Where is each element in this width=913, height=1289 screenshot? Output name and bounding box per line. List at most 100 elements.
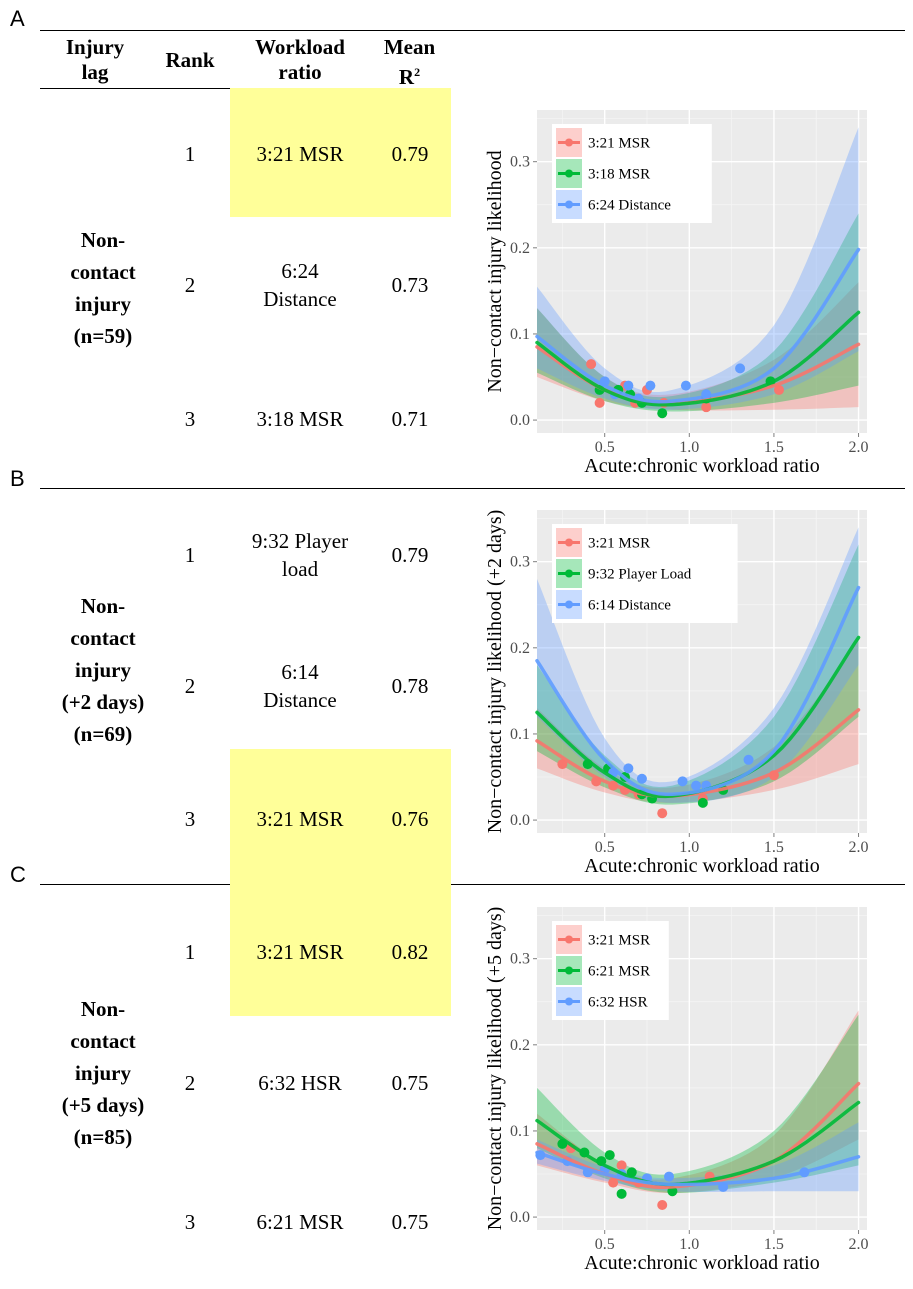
fit-line-1	[535, 1081, 861, 1190]
x-tick-label: 1.5	[764, 1236, 784, 1253]
legend-key-point	[565, 169, 573, 178]
r2-c2: 0.75	[391, 1071, 429, 1095]
x-tick-label: 1.0	[679, 839, 699, 856]
y-tick-label: 0.2	[510, 240, 530, 257]
x-tick-label: 1.0	[679, 1236, 699, 1253]
x-axis-title: Acute:chronic workload ratio	[584, 455, 819, 477]
legend-label: 6:24 Distance	[588, 198, 671, 214]
header-mean-r2-sup: 2	[414, 65, 421, 79]
x-axis-title: Acute:chronic workload ratio	[584, 855, 819, 877]
data-point-series-1	[557, 759, 568, 770]
y-tick-label: 0.3	[510, 951, 530, 968]
legend-key-point	[565, 997, 573, 1006]
r2-c3: 0.75	[391, 1210, 429, 1234]
data-point-series-1	[774, 384, 784, 395]
legend-key-point	[565, 600, 573, 609]
rank-b2: 2	[184, 674, 196, 698]
data-point-series-2	[697, 797, 708, 808]
legend-label: 6:21 MSR	[588, 964, 650, 980]
y-tick-label: 0.3	[510, 154, 530, 171]
workload-a1: 3:21 MSR	[256, 142, 344, 166]
data-point-series-1	[657, 808, 668, 819]
chart-a: 0.5 1.0 1.5 2.0 0.0 0.1 0.2 0.3 Acute:chronic wo…	[484, 110, 869, 477]
chart-c: 0.5 1.0 1.5 2.0 0.0 0.1 0.2 0.3 Acute:chronic wo…	[484, 907, 869, 1274]
rank-b3: 3	[184, 807, 196, 831]
data-point-series-3	[645, 380, 656, 391]
data-point-series-3	[677, 776, 688, 787]
workload-a3: 3:18 MSR	[256, 407, 344, 431]
data-point-series-2	[616, 1188, 627, 1199]
x-tick-label: 2.0	[849, 1236, 869, 1253]
header-workload-ratio: Workload ratio	[255, 35, 345, 84]
legend-key-point	[565, 569, 573, 578]
r2-b1: 0.79	[391, 543, 429, 567]
fit-line-3	[535, 247, 861, 404]
workload-a2: 6:24 Distance	[263, 259, 337, 311]
x-axis-title: Acute:chronic workload ratio	[584, 1252, 819, 1274]
legend-key-point	[565, 935, 573, 944]
x-tick-label: 1.5	[764, 839, 784, 856]
workload-b2: 6:14 Distance	[263, 660, 337, 712]
data-point-series-3	[735, 363, 746, 374]
confidence-band-1	[537, 639, 859, 803]
confidence-band-2	[537, 213, 859, 412]
lag-label-b: Non-contact injury (+2 days) (n=69)	[61, 594, 145, 746]
panel-b-rule	[40, 488, 905, 489]
y-tick-label: 0.0	[510, 1209, 530, 1226]
r2-c1: 0.82	[391, 940, 429, 964]
workload-c3: 6:21 MSR	[256, 1210, 344, 1234]
confidence-band-2	[537, 544, 859, 805]
data-point-series-3	[664, 1171, 674, 1182]
rank-b1: 1	[184, 543, 196, 567]
y-tick-label: 0.0	[510, 812, 530, 829]
data-point-series-1	[608, 1177, 619, 1188]
panel-letter-b: B	[10, 466, 25, 491]
legend-box	[552, 524, 738, 623]
lag-label-c: Non-contact injury (+5 days) (n=85)	[61, 997, 145, 1149]
data-point-series-3	[743, 754, 754, 765]
r2-a3: 0.71	[391, 407, 429, 431]
workload-c2: 6:32 HSR	[258, 1071, 342, 1095]
legend-label: 6:14 Distance	[588, 598, 671, 614]
rank-a3: 3	[184, 407, 196, 431]
data-point-series-1	[701, 402, 712, 413]
confidence-band-3	[537, 527, 859, 803]
legend-label: 3:18 MSR	[588, 167, 650, 183]
highlight-b-c	[230, 749, 451, 1016]
header-injury-lag: Injury lag	[65, 35, 125, 84]
rank-c3: 3	[184, 1210, 196, 1234]
x-tick-label: 0.5	[595, 1236, 615, 1253]
x-tick-label: 1.5	[764, 439, 784, 456]
legend-label: 3:21 MSR	[588, 933, 650, 949]
x-tick-label: 2.0	[849, 839, 869, 856]
x-tick-label: 1.0	[679, 439, 699, 456]
data-point-series-2	[657, 408, 668, 419]
y-axis-title: Non−contact injury likelihood (+5 days)	[484, 907, 506, 1231]
legend-key-point	[565, 966, 573, 975]
data-point-series-1	[586, 359, 597, 370]
legend-label: 6:32 HSR	[588, 995, 648, 1011]
x-tick-label: 0.5	[595, 839, 615, 856]
table-top-rule	[40, 30, 905, 31]
y-tick-label: 0.3	[510, 554, 530, 571]
fit-line-2	[535, 310, 861, 407]
rank-a2: 2	[184, 273, 196, 297]
header-rank: Rank	[165, 48, 215, 72]
legend-key-point	[565, 538, 573, 547]
data-point-series-1	[616, 1160, 627, 1171]
legend-key-point	[565, 138, 573, 147]
lag-label-a: Non-contact injury (n=59)	[70, 228, 136, 348]
x-tick-label: 0.5	[595, 439, 615, 456]
workload-b3: 3:21 MSR	[256, 807, 344, 831]
confidence-band-2	[537, 1014, 859, 1193]
legend-label: 3:21 MSR	[588, 136, 650, 152]
y-tick-label: 0.1	[510, 326, 530, 343]
y-tick-label: 0.2	[510, 640, 530, 657]
y-tick-label: 0.1	[510, 1123, 530, 1140]
y-axis-title: Non−contact injury likelihood (+2 days)	[484, 510, 506, 834]
data-point-series-3	[623, 380, 634, 391]
workload-c1: 3:21 MSR	[256, 940, 344, 964]
legend-label: 3:21 MSR	[588, 536, 650, 552]
r2-a1: 0.79	[391, 142, 429, 166]
legend-key-point	[565, 200, 573, 209]
